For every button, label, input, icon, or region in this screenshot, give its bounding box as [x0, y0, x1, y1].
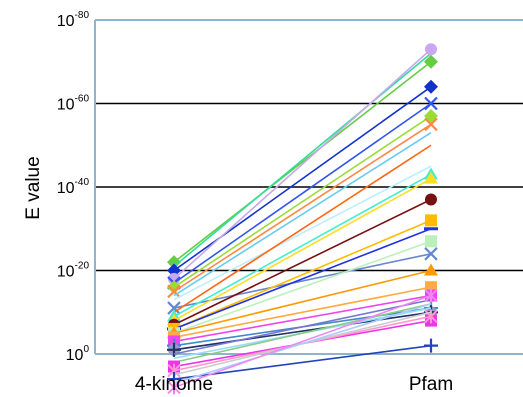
y-tick-labels: 100 10-20 10-40 10-60 10-80: [57, 10, 90, 364]
series-line: [173, 269, 432, 334]
series-line: [173, 298, 432, 355]
series-line: [173, 177, 432, 322]
data-point-marker: [167, 255, 181, 270]
data-point-marker: [425, 235, 437, 248]
data-point-marker: [167, 284, 181, 299]
series-7: [167, 117, 438, 299]
series-26: [173, 303, 432, 364]
series-line: [173, 228, 432, 330]
data-point-marker: [424, 117, 438, 132]
series-line: [173, 198, 432, 326]
data-point-marker: [424, 247, 438, 261]
series-8: [173, 132, 432, 297]
series-line: [173, 344, 432, 380]
series-line: [173, 303, 432, 384]
x-category-label: Pfam: [409, 374, 453, 395]
series-line: [173, 219, 432, 330]
series-line: [173, 132, 432, 297]
series-line: [173, 61, 432, 263]
series-32: [167, 288, 438, 395]
series-line: [173, 294, 432, 343]
data-point-marker: [424, 263, 438, 276]
data-point-marker: [425, 193, 437, 206]
series-9: [173, 165, 432, 301]
y-tick-label: 10-80: [57, 10, 90, 30]
plot-frame: [94, 19, 523, 355]
x-category-labels: 4-kinome Pfam: [135, 374, 453, 395]
series-31: [173, 303, 432, 384]
series-line: [173, 311, 432, 351]
data-point-marker: [424, 288, 438, 303]
series-11: [173, 144, 432, 313]
data-point-marker: [424, 79, 438, 94]
x-category-label: 4-kinome: [135, 374, 213, 395]
series-line: [173, 253, 432, 309]
series-10: [167, 247, 438, 315]
data-point-marker: [167, 301, 181, 315]
y-tick-label: 10-40: [57, 177, 90, 197]
data-point-marker: [424, 338, 438, 353]
series-line: [173, 102, 432, 284]
series-line: [173, 48, 432, 280]
series-line: [173, 286, 432, 339]
series-line: [173, 52, 432, 267]
data-point-marker: [167, 342, 181, 357]
series-line: [173, 123, 432, 293]
data-point-marker: [424, 171, 438, 184]
data-point-marker: [424, 96, 438, 111]
series-1: [167, 54, 438, 270]
data-point-marker: [424, 54, 438, 69]
data-point-marker: [167, 380, 181, 395]
series-line: [173, 303, 432, 364]
series-group: [167, 43, 438, 395]
y-axis-title: E value: [23, 156, 44, 219]
series-line: [173, 240, 432, 334]
gridlines: [95, 102, 523, 272]
series-line: [173, 144, 432, 313]
data-point-marker: [425, 43, 437, 56]
series-line: [173, 294, 432, 389]
y-tick-label: 10-60: [57, 94, 90, 114]
series-30: [167, 338, 438, 387]
series-line: [173, 173, 432, 318]
series-2: [173, 52, 432, 267]
y-tick-label: 100: [66, 344, 90, 364]
series-24: [173, 298, 432, 355]
data-point-marker: [167, 280, 181, 295]
y-tick-label: 10-20: [57, 261, 90, 281]
series-line: [173, 115, 432, 288]
data-point-marker: [425, 214, 437, 227]
series-line: [173, 165, 432, 301]
